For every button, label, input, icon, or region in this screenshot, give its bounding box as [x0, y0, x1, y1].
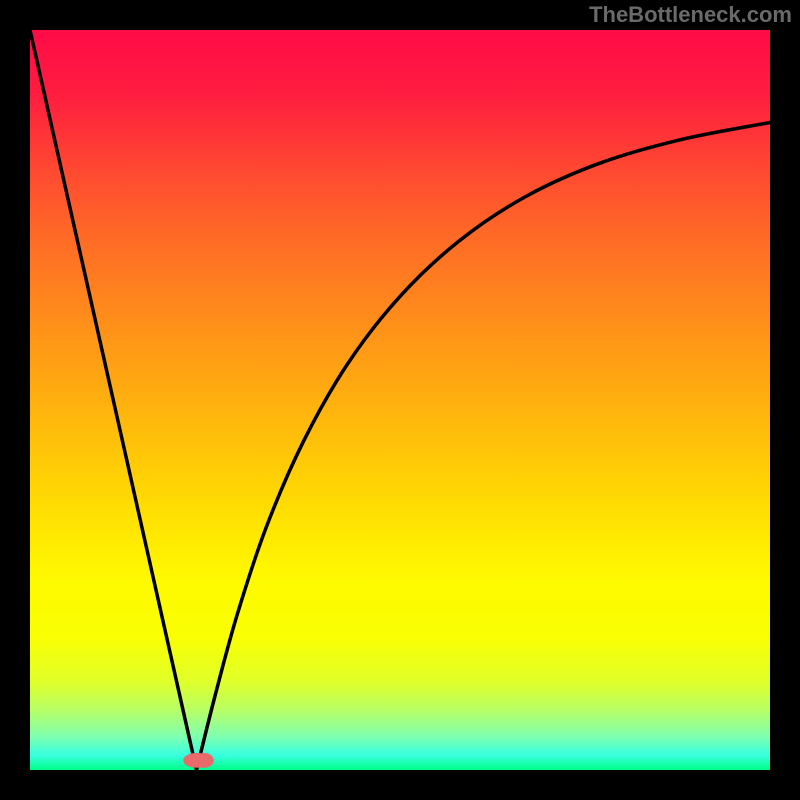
- bottleneck-chart: [0, 0, 800, 800]
- gradient-background: [30, 30, 770, 770]
- chart-container: TheBottleneck.com: [0, 0, 800, 800]
- vertex-marker-secondary: [194, 753, 214, 768]
- watermark-text: TheBottleneck.com: [589, 2, 792, 28]
